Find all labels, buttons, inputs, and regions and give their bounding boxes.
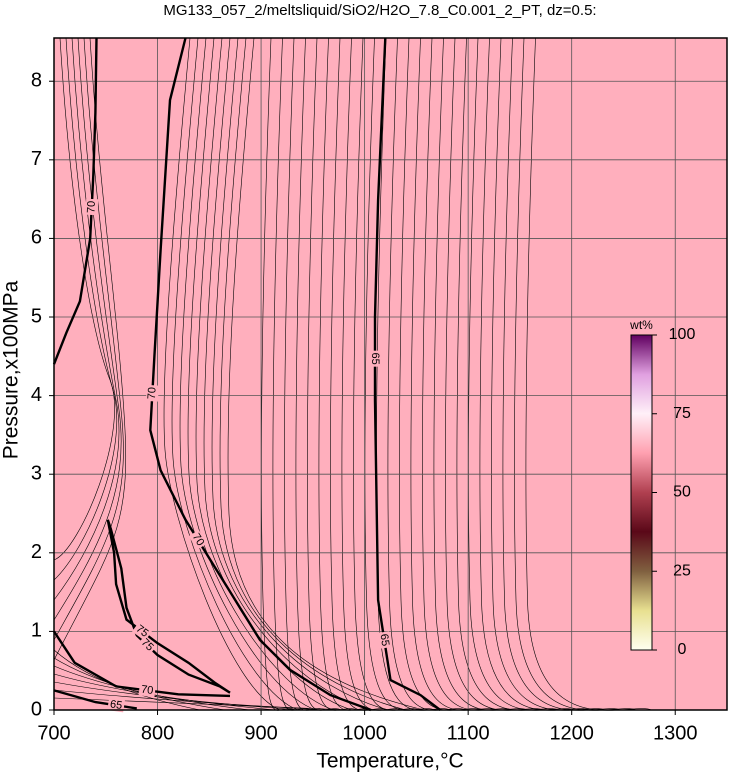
y-axis-label: Pressure,x100MPa — [0, 280, 23, 459]
x-tick-label: 700 — [37, 722, 70, 744]
minor-contour — [53, 37, 115, 561]
minor-contour — [53, 37, 120, 601]
colorbar-tick-label: 0 — [678, 641, 687, 658]
contour-label: 70 — [190, 531, 207, 548]
contour-label-bg — [107, 698, 125, 713]
contour-line — [373, 37, 441, 711]
x-axis-label: Temperature,°C — [316, 750, 463, 773]
contour-label-bg — [138, 683, 156, 698]
x-tick-label: 900 — [244, 722, 277, 744]
colorbar-title: wt% — [629, 318, 653, 332]
minor-contour — [53, 37, 122, 621]
contour-label-bg — [85, 198, 99, 216]
y-tick-label: 8 — [31, 70, 42, 92]
minor-contour — [53, 37, 126, 661]
plot-frame — [53, 37, 728, 711]
chart-title: MG133_057_2/meltsliquid/SiO2/H2O_7.8_C0.… — [163, 2, 596, 19]
contour-label-bg — [137, 635, 158, 656]
contour-label: 65 — [369, 353, 381, 365]
contour-label-bg — [188, 529, 208, 550]
minor-contour — [171, 37, 299, 711]
colorbar — [630, 334, 653, 651]
contour-label-bg — [377, 631, 392, 649]
minor-contour — [219, 37, 407, 711]
contour-label-bg — [145, 384, 159, 402]
contour-label: 75 — [134, 623, 151, 640]
minor-contour — [187, 37, 335, 711]
contour-label-bg — [132, 621, 153, 642]
y-tick-label: 3 — [31, 462, 42, 484]
minor-contour — [179, 37, 317, 711]
contour-label: 65 — [378, 633, 392, 647]
contour-label: 70 — [85, 201, 98, 214]
x-tick-label: 1100 — [447, 722, 490, 744]
minor-contour — [227, 37, 425, 711]
contour-label: 70 — [140, 684, 154, 697]
contour-label-bg — [368, 350, 381, 367]
contour-line — [149, 37, 372, 712]
contour-line — [52, 630, 231, 698]
x-tick-label: 800 — [141, 722, 174, 744]
y-tick-label: 0 — [31, 698, 42, 720]
minor-contour — [53, 37, 118, 581]
contour-line — [106, 519, 231, 694]
colorbar-tick-label: 100 — [669, 326, 696, 343]
colorbar-tick-label: 50 — [673, 484, 691, 501]
y-tick-label: 4 — [31, 384, 42, 406]
minor-contour — [211, 37, 389, 711]
colorbar-tick-label: 75 — [673, 405, 691, 422]
minor-contour — [163, 37, 281, 711]
plot-background — [54, 38, 727, 710]
contour-label: 70 — [146, 387, 159, 400]
x-tick-label: 1000 — [342, 722, 387, 744]
minor-contour — [53, 665, 251, 711]
contour-line — [52, 37, 98, 365]
y-tick-label: 1 — [31, 620, 42, 642]
y-tick-label: 5 — [31, 305, 42, 327]
y-tick-label: 2 — [31, 541, 42, 563]
contour-label: 65 — [109, 698, 123, 712]
x-tick-label: 1200 — [549, 722, 594, 744]
x-tick-label: 1300 — [653, 722, 698, 744]
y-tick-label: 6 — [31, 227, 42, 249]
y-tick-label: 7 — [31, 148, 42, 170]
colorbar-tick-label: 25 — [673, 562, 691, 579]
